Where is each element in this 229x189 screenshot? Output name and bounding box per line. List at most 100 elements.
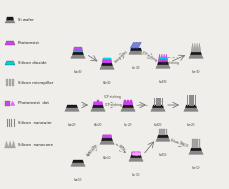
Polygon shape: [158, 135, 168, 138]
Polygon shape: [129, 51, 143, 54]
Polygon shape: [11, 101, 15, 105]
Polygon shape: [102, 135, 112, 138]
Polygon shape: [123, 105, 134, 108]
Text: Dilute HNO3: Dilute HNO3: [170, 139, 188, 149]
Polygon shape: [8, 141, 12, 148]
Bar: [12, 79, 14, 86]
Bar: [6, 79, 8, 86]
Text: $(d_2)$: $(d_2)$: [153, 121, 163, 129]
Text: $(a_2)$: $(a_2)$: [67, 121, 77, 129]
Polygon shape: [11, 141, 16, 148]
Polygon shape: [123, 102, 133, 105]
Polygon shape: [131, 48, 141, 51]
Text: $(a_1)$: $(a_1)$: [73, 176, 83, 184]
Text: AgNO3/HF: AgNO3/HF: [86, 143, 100, 157]
Polygon shape: [103, 58, 111, 60]
Polygon shape: [5, 41, 15, 45]
Polygon shape: [71, 163, 85, 166]
Bar: [166, 129, 167, 135]
Polygon shape: [185, 105, 196, 108]
Text: $(c_1)$: $(c_1)$: [131, 171, 141, 179]
Polygon shape: [189, 55, 203, 58]
Text: $(d_1)$: $(d_1)$: [158, 151, 168, 159]
Bar: [130, 100, 132, 101]
Polygon shape: [153, 105, 164, 108]
Polygon shape: [73, 160, 83, 163]
Text: Silicon  nanocone: Silicon nanocone: [18, 143, 53, 147]
Polygon shape: [121, 108, 135, 111]
Polygon shape: [93, 105, 104, 108]
Bar: [97, 100, 99, 101]
Polygon shape: [100, 66, 114, 69]
Text: ICP etching: ICP etching: [104, 95, 120, 99]
Text: $(d_3)$: $(d_3)$: [158, 78, 168, 86]
Polygon shape: [5, 141, 8, 148]
Bar: [127, 100, 129, 101]
Text: $(b_1)$: $(b_1)$: [102, 154, 112, 162]
Bar: [195, 139, 197, 148]
Polygon shape: [100, 141, 114, 144]
Polygon shape: [191, 148, 201, 151]
Bar: [5, 101, 9, 105]
Bar: [160, 129, 162, 135]
Polygon shape: [65, 108, 79, 111]
Bar: [199, 139, 200, 148]
Text: $(a_3)$: $(a_3)$: [73, 68, 83, 76]
Polygon shape: [129, 158, 143, 161]
Bar: [193, 139, 195, 148]
Text: Photoresist: Photoresist: [18, 41, 40, 45]
Text: $(c_2)$: $(c_2)$: [123, 121, 133, 129]
Polygon shape: [160, 54, 164, 62]
Text: H2O2: H2O2: [117, 144, 125, 153]
Polygon shape: [193, 43, 196, 52]
Bar: [124, 100, 126, 101]
Text: $(c_3)$: $(c_3)$: [131, 64, 141, 72]
Polygon shape: [165, 54, 168, 62]
Polygon shape: [156, 138, 170, 141]
Bar: [191, 139, 193, 148]
Bar: [9, 79, 11, 86]
Polygon shape: [131, 152, 141, 155]
Text: Silicon  nanowire: Silicon nanowire: [18, 121, 52, 125]
Polygon shape: [5, 61, 15, 65]
Polygon shape: [184, 108, 198, 111]
Polygon shape: [73, 52, 83, 55]
Polygon shape: [191, 43, 194, 52]
Text: $(e_3)$: $(e_3)$: [191, 68, 201, 76]
Polygon shape: [91, 108, 105, 111]
Polygon shape: [158, 62, 168, 65]
Polygon shape: [198, 43, 201, 52]
Text: $(e_2)$: $(e_2)$: [186, 121, 196, 129]
Bar: [197, 139, 199, 148]
Polygon shape: [156, 65, 170, 68]
Polygon shape: [73, 50, 83, 52]
Polygon shape: [189, 151, 203, 154]
Bar: [158, 129, 160, 135]
Polygon shape: [102, 138, 112, 141]
Text: ICP etching: ICP etching: [105, 103, 121, 107]
Polygon shape: [71, 55, 85, 58]
Polygon shape: [131, 155, 141, 158]
Polygon shape: [5, 20, 15, 23]
Text: $(b_2)$: $(b_2)$: [93, 121, 103, 129]
Polygon shape: [196, 43, 199, 52]
Polygon shape: [74, 47, 82, 50]
Text: Silicon dioxide: Silicon dioxide: [18, 61, 46, 65]
Polygon shape: [151, 108, 165, 111]
Text: $(b_3)$: $(b_3)$: [102, 79, 112, 87]
Polygon shape: [163, 54, 166, 62]
Bar: [164, 129, 165, 135]
Text: Photoresist  dot: Photoresist dot: [18, 101, 49, 105]
Polygon shape: [102, 60, 112, 63]
Text: lithography: lithography: [114, 49, 128, 64]
Polygon shape: [191, 52, 201, 55]
Text: Silicon micropillar: Silicon micropillar: [18, 81, 53, 85]
Text: $(e_1)$: $(e_1)$: [191, 164, 201, 172]
Bar: [162, 129, 164, 135]
Text: Si wafer: Si wafer: [18, 18, 34, 22]
Polygon shape: [158, 54, 161, 62]
Polygon shape: [67, 105, 77, 108]
Polygon shape: [93, 102, 103, 105]
Text: ICP etching: ICP etching: [162, 61, 178, 65]
Polygon shape: [6, 17, 14, 20]
